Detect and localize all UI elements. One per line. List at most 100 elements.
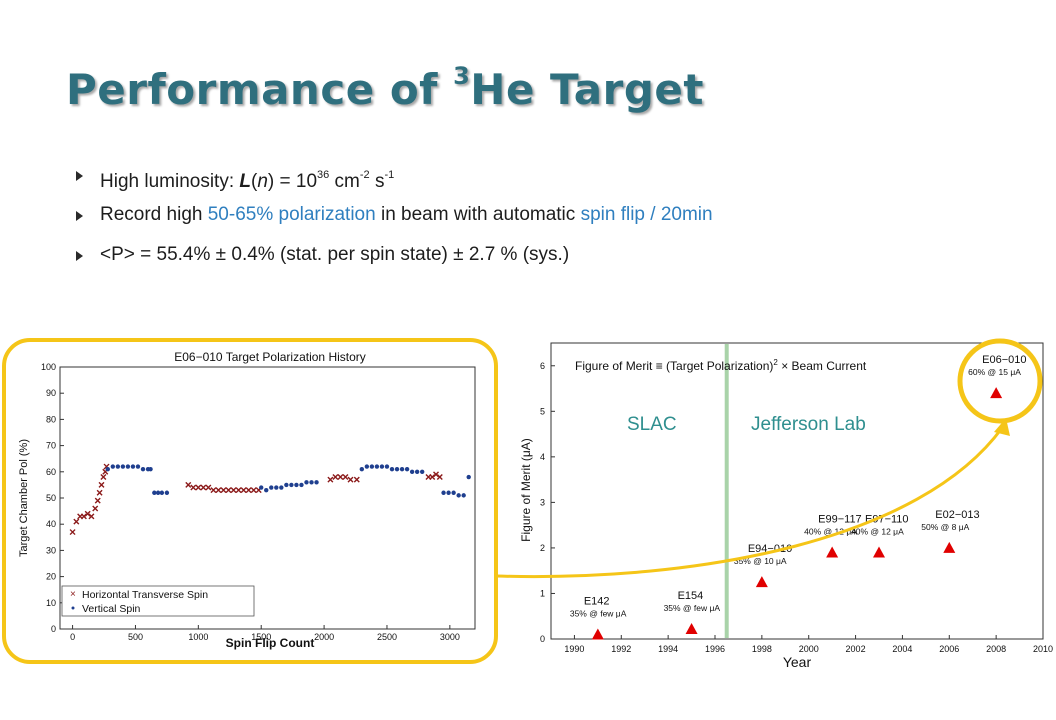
data-point-vertical [155,490,161,495]
experiment-sublabel: 40% @ 12 μA [804,526,857,536]
exponent-s: -1 [384,169,395,181]
data-point-vertical [264,487,269,493]
data-point-vertical [140,466,146,472]
data-point-vertical [389,466,395,472]
data-point-vertical [130,464,136,469]
highlight-polarization: 50-65% polarization [207,204,376,225]
data-point-horizontal [245,487,252,494]
bullet-arrow-icon [76,211,83,221]
data-point-horizontal [327,476,334,483]
highlight-spin-flip: spin flip / 20min [580,204,713,225]
bullet-mid: in beam with automatic [375,204,581,225]
paren: ( [251,171,258,192]
experiment-label: E99−117 [818,513,862,525]
bullet-arrow-icon [76,251,83,261]
data-point-horizontal [200,484,207,491]
x-tick-label: 500 [128,632,143,642]
y-tick-label: 20 [46,572,56,582]
x-axis-label: Year [783,654,812,670]
x-tick-label: 3000 [440,632,460,642]
data-point-horizontal [240,487,247,494]
data-point-vertical [110,464,116,469]
title-superscript: 3 [453,62,471,90]
bullet-luminosity: High luminosity: L(n) = 1036 cm-2 s-1 [76,162,1036,202]
legend-marker-x: × [70,589,76,600]
connector-arrowhead-icon [994,418,1010,436]
data-point-vertical [451,490,456,495]
y-tick-label: 80 [46,414,56,424]
data-point-vertical [379,464,385,469]
y-tick-label: 0 [540,634,545,644]
bullet-text: <P> = 55.4% ± 0.4% (stat. per spin state… [100,244,570,265]
title-text: Performance of [66,65,454,114]
bullet-pre: High luminosity: [100,171,240,192]
experiment-sublabel: 60% @ 15 μA [968,367,1021,377]
data-point-horizontal [436,474,443,481]
data-point-vertical [289,482,294,488]
experiment-label: E06−010 [982,354,1026,366]
data-point-horizontal [88,513,95,520]
data-point-vertical [309,480,314,485]
bullet-polarization: Record high 50-65% polarization in beam … [76,202,1036,242]
data-point-horizontal [353,476,360,483]
data-point-horizontal [80,513,87,520]
data-point-vertical [369,464,375,469]
data-point-vertical [314,480,319,485]
data-point-vertical [279,485,284,490]
data-point-vertical [299,482,304,488]
x-tick-label: 1990 [564,644,584,654]
y-tick-label: 100 [41,362,56,372]
title-text-end: He Target [470,65,704,114]
x-tick-label: 2006 [939,644,959,654]
data-point-triangle [826,546,839,558]
data-point-horizontal [332,474,339,481]
y-tick-label: 4 [540,452,545,462]
data-point-vertical [359,466,365,472]
x-tick-label: 2000 [799,644,819,654]
data-point-vertical [409,469,415,474]
connector-arrow [495,427,1004,578]
data-point-vertical [115,464,121,469]
x-tick-label: 2500 [377,632,397,642]
data-point-horizontal [433,471,440,478]
data-point-vertical [105,466,110,472]
left-chart-frame [2,338,498,664]
bullet-arrow-icon [76,171,83,181]
region-label-slac: SLAC [627,414,677,435]
y-tick-label: 70 [46,441,56,451]
bullet-pre: Record high [100,204,208,225]
x-tick-label: 1994 [658,644,678,654]
data-point-vertical [269,485,274,490]
data-point-horizontal [337,474,344,481]
data-point-horizontal [429,474,436,481]
data-point-horizontal [190,484,197,491]
data-point-vertical [159,490,165,495]
data-point-vertical [456,493,461,498]
bullet-average-polarization: <P> = 55.4% ± 0.4% (stat. per spin state… [76,242,1036,282]
experiment-label: E02−013 [935,509,979,521]
y-tick-label: 60 [46,467,56,477]
data-point-horizontal [84,510,91,517]
data-point-triangle [755,576,768,588]
y-tick-label: 0 [51,624,56,634]
data-point-vertical [414,469,420,474]
y-tick-label: 3 [540,497,545,507]
data-point-vertical [259,485,264,490]
x-tick-label: 1998 [752,644,772,654]
y-tick-label: 30 [46,545,56,555]
y-tick-label: 10 [46,598,56,608]
legend-label-horizontal: Horizontal Transverse Spin [82,589,208,601]
data-point-vertical [148,466,153,472]
data-point-vertical [419,469,425,474]
data-point-triangle [873,546,885,558]
x-tick-label: 2010 [1033,644,1053,654]
polarization-history-chart: E06−010 Target Polarization History Targ… [18,350,476,650]
y-tick-label: 40 [46,519,56,529]
data-point-vertical [135,464,141,469]
experiment-sublabel: 40% @ 12 μA [851,526,904,536]
y-tick-label: 2 [540,543,545,553]
y-axis-label: Target Chamber Pol (%) [18,439,30,557]
experiment-sublabel: 35% @ few μA [570,608,627,618]
x-tick-label: 1996 [705,644,725,654]
